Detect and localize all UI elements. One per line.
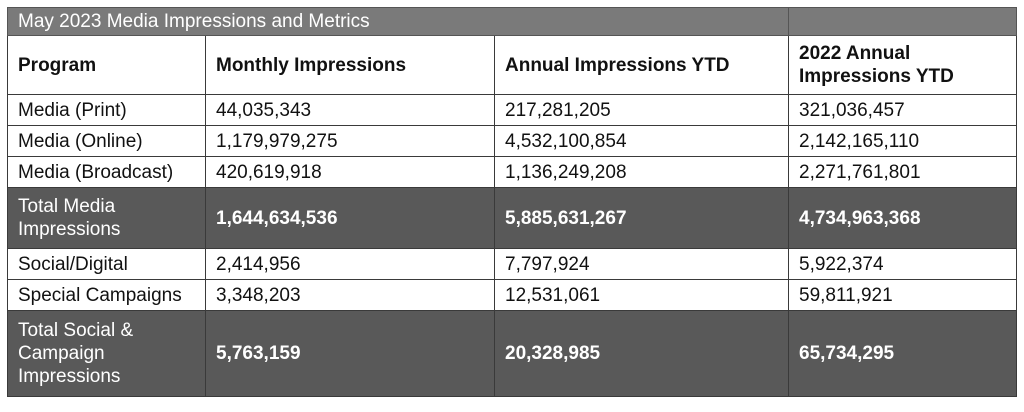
monthly-cell: 2,414,956: [205, 248, 495, 280]
monthly-cell: 3,348,203: [205, 279, 495, 311]
table-row: Media (Broadcast) 420,619,918 1,136,249,…: [7, 156, 1017, 188]
prior-cell: 321,036,457: [788, 94, 1017, 126]
monthly-cell: 5,763,159: [205, 310, 495, 397]
program-cell: Social/Digital: [7, 248, 206, 280]
header-annual: Annual Impressions YTD: [494, 35, 789, 95]
program-cell: Media (Broadcast): [7, 156, 206, 188]
table-row: Special Campaigns 3,348,203 12,531,061 5…: [7, 279, 1017, 311]
program-cell: Media (Online): [7, 125, 206, 157]
annual-cell: 1,136,249,208: [494, 156, 789, 188]
program-cell: Total Media Impressions: [7, 187, 206, 249]
annual-cell: 5,885,631,267: [494, 187, 789, 249]
program-cell: Special Campaigns: [7, 279, 206, 311]
title-row: May 2023 Media Impressions and Metrics: [7, 7, 1017, 36]
monthly-cell: 44,035,343: [205, 94, 495, 126]
annual-cell: 12,531,061: [494, 279, 789, 311]
header-monthly: Monthly Impressions: [205, 35, 495, 95]
prior-cell: 2,271,761,801: [788, 156, 1017, 188]
header-row: Program Monthly Impressions Annual Impre…: [7, 35, 1017, 95]
header-program: Program: [7, 35, 206, 95]
monthly-cell: 1,179,979,275: [205, 125, 495, 157]
annual-cell: 217,281,205: [494, 94, 789, 126]
annual-cell: 4,532,100,854: [494, 125, 789, 157]
prior-cell: 59,811,921: [788, 279, 1017, 311]
prior-cell: 65,734,295: [788, 310, 1017, 397]
prior-cell: 4,734,963,368: [788, 187, 1017, 249]
monthly-cell: 420,619,918: [205, 156, 495, 188]
program-cell: Total Social & Campaign Impressions: [7, 310, 206, 397]
annual-cell: 7,797,924: [494, 248, 789, 280]
table-row: Media (Print) 44,035,343 217,281,205 321…: [7, 94, 1017, 126]
prior-cell: 2,142,165,110: [788, 125, 1017, 157]
table-title: May 2023 Media Impressions and Metrics: [7, 7, 789, 36]
monthly-cell: 1,644,634,536: [205, 187, 495, 249]
annual-cell: 20,328,985: [494, 310, 789, 397]
prior-cell: 5,922,374: [788, 248, 1017, 280]
impressions-table: May 2023 Media Impressions and Metrics P…: [7, 7, 1017, 397]
title-blank-cell: [788, 7, 1017, 36]
program-cell: Media (Print): [7, 94, 206, 126]
total-row: Total Social & Campaign Impressions 5,76…: [7, 310, 1017, 397]
header-2022: 2022 Annual Impressions YTD: [788, 35, 1017, 95]
total-row: Total Media Impressions 1,644,634,536 5,…: [7, 187, 1017, 249]
table-row: Social/Digital 2,414,956 7,797,924 5,922…: [7, 248, 1017, 280]
table-row: Media (Online) 1,179,979,275 4,532,100,8…: [7, 125, 1017, 157]
